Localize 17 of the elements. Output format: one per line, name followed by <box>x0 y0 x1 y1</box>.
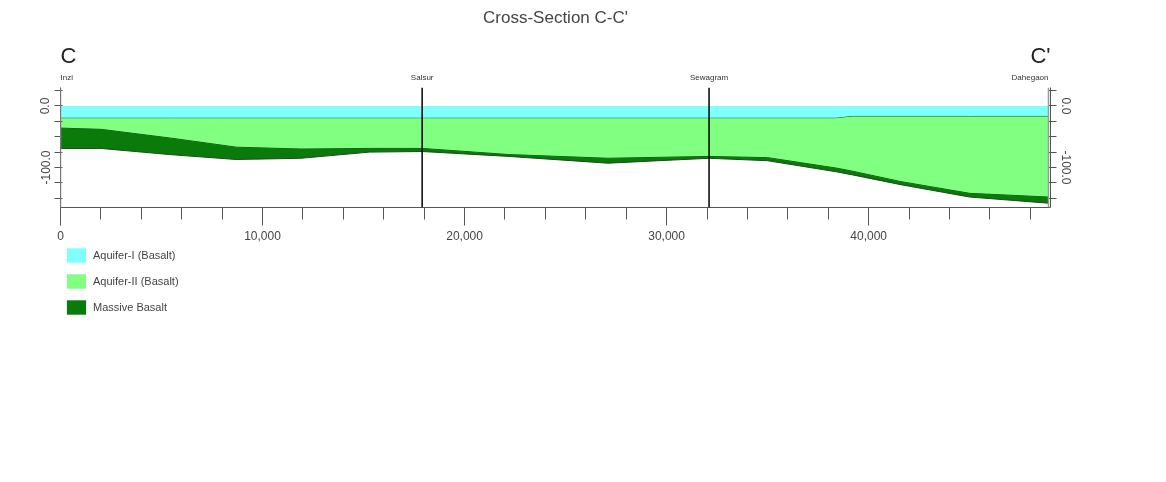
ref-line-label: Sewagram <box>689 73 729 83</box>
text: C' <box>1030 42 1051 68</box>
x-tick-label: 0 <box>57 228 65 243</box>
x-tick-label: 30,000 <box>648 228 686 243</box>
legend-label: Aquifer-II (Basalt) <box>93 275 179 287</box>
x-tick-label: 10,000 <box>244 228 282 243</box>
x-tick-label: 40,000 <box>850 228 888 243</box>
x-tick-label: 20,000 <box>446 228 484 243</box>
chart-title: Cross-Section C-C' <box>483 7 628 27</box>
text: C <box>60 42 77 68</box>
ref-line-label: Dahegaon <box>1011 73 1049 83</box>
ref-line-label: Salsur <box>410 73 434 83</box>
y2-tick-label: 0.0 <box>1058 97 1073 115</box>
legend-label: Massive Basalt <box>93 301 167 313</box>
ref-line-label: Inzi <box>60 73 74 83</box>
y2-tick-label: -100.0 <box>1058 150 1073 185</box>
legend-label: Aquifer-I (Basalt) <box>93 249 176 261</box>
